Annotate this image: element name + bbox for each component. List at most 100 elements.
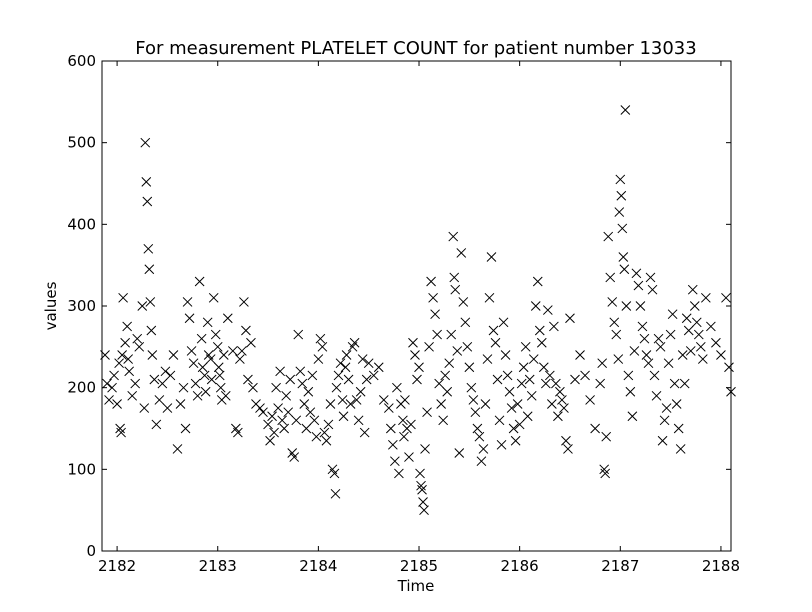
data-point-0-204 bbox=[512, 399, 523, 409]
data-point-0-63 bbox=[218, 350, 229, 360]
data-point-0-221 bbox=[547, 399, 557, 409]
data-point-0-186 bbox=[476, 456, 487, 467]
data-point-0-207 bbox=[518, 362, 529, 373]
data-point-0-272 bbox=[657, 435, 668, 446]
data-point-0-159 bbox=[424, 341, 434, 352]
data-point-0-214 bbox=[532, 276, 543, 287]
data-point-0-116 bbox=[335, 358, 346, 369]
data-point-0-32 bbox=[157, 378, 168, 389]
data-point-0-290 bbox=[693, 329, 704, 340]
data-point-0-279 bbox=[671, 399, 682, 409]
data-point-0-136 bbox=[385, 423, 396, 434]
data-point-0-191 bbox=[486, 252, 497, 262]
data-point-0-173 bbox=[450, 284, 461, 295]
data-point-0-150 bbox=[412, 374, 422, 385]
data-point-0-49 bbox=[197, 362, 208, 373]
data-point-0-229 bbox=[563, 444, 573, 454]
data-point-0-185 bbox=[474, 431, 485, 442]
data-point-0-120 bbox=[341, 350, 352, 360]
y-tick-label-300: 300 bbox=[67, 297, 96, 315]
data-point-0-37 bbox=[172, 444, 183, 454]
data-point-0-112 bbox=[329, 468, 340, 479]
data-point-0-206 bbox=[516, 378, 527, 389]
data-point-0-273 bbox=[659, 415, 670, 426]
data-point-0-83 bbox=[271, 382, 281, 393]
data-point-0-288 bbox=[689, 301, 700, 311]
data-point-0-7 bbox=[115, 423, 125, 434]
data-point-0-222 bbox=[549, 321, 559, 332]
data-point-0-41 bbox=[182, 297, 193, 307]
data-point-0-119 bbox=[340, 362, 351, 373]
data-point-0-108 bbox=[321, 435, 332, 446]
data-point-0-249 bbox=[616, 190, 627, 201]
data-point-0-257 bbox=[627, 411, 638, 422]
data-point-0-18 bbox=[134, 341, 145, 352]
data-point-0-93 bbox=[291, 415, 302, 426]
data-point-0-129 bbox=[359, 427, 370, 438]
data-point-0-77 bbox=[255, 403, 265, 413]
x-tick-label-2183: 2183 bbox=[199, 557, 237, 575]
data-point-0-27 bbox=[146, 325, 157, 336]
data-point-0-70 bbox=[237, 346, 247, 356]
data-point-0-31 bbox=[154, 395, 165, 405]
data-point-0-51 bbox=[200, 386, 211, 397]
data-point-0-220 bbox=[544, 370, 555, 381]
data-point-0-147 bbox=[406, 419, 416, 430]
data-point-0-178 bbox=[460, 317, 471, 328]
data-point-0-233 bbox=[580, 370, 590, 381]
data-point-0-208 bbox=[520, 341, 531, 352]
data-point-0-12 bbox=[122, 321, 133, 332]
data-point-0-106 bbox=[317, 341, 328, 352]
data-point-0-238 bbox=[599, 464, 610, 475]
data-point-0-52 bbox=[202, 317, 213, 328]
data-point-0-79 bbox=[263, 419, 273, 430]
data-point-0-71 bbox=[239, 297, 249, 307]
x-axis-ticks: 2182 2183 2184 2185 2186 2187 2188 bbox=[98, 61, 740, 575]
data-point-0-33 bbox=[160, 366, 171, 377]
data-point-0-5 bbox=[112, 399, 122, 409]
data-point-0-58 bbox=[212, 341, 223, 352]
data-point-0-163 bbox=[432, 329, 442, 340]
data-point-0-96 bbox=[297, 378, 308, 389]
data-point-0-134 bbox=[378, 395, 389, 405]
data-point-0-107 bbox=[319, 427, 330, 438]
data-point-0-162 bbox=[430, 309, 440, 320]
data-point-0-246 bbox=[613, 354, 624, 364]
data-point-0-117 bbox=[337, 395, 348, 405]
data-point-0-29 bbox=[149, 374, 160, 385]
data-point-0-16 bbox=[130, 378, 141, 389]
data-point-0-2 bbox=[104, 395, 114, 405]
data-point-0-19 bbox=[137, 301, 148, 311]
data-point-0-219 bbox=[542, 305, 553, 315]
x-tick-label-2188: 2188 bbox=[702, 557, 740, 575]
data-point-0-36 bbox=[168, 350, 179, 360]
data-point-0-175 bbox=[454, 448, 465, 458]
data-point-0-90 bbox=[285, 374, 296, 385]
data-point-0-271 bbox=[655, 341, 666, 352]
data-point-0-47 bbox=[194, 276, 205, 287]
data-point-0-278 bbox=[669, 378, 680, 389]
data-point-0-231 bbox=[570, 374, 580, 385]
data-point-0-169 bbox=[444, 358, 455, 369]
data-point-0-283 bbox=[679, 378, 690, 389]
data-point-0-74 bbox=[246, 337, 256, 348]
data-point-0-46 bbox=[192, 390, 203, 401]
data-point-0-270 bbox=[653, 333, 664, 344]
data-point-0-265 bbox=[643, 358, 654, 369]
data-point-0-95 bbox=[295, 366, 306, 377]
data-point-0-17 bbox=[132, 333, 143, 344]
data-point-0-104 bbox=[313, 354, 324, 364]
data-point-0-125 bbox=[351, 395, 362, 405]
data-point-0-127 bbox=[355, 386, 366, 397]
data-point-0-45 bbox=[190, 378, 201, 389]
data-point-0-181 bbox=[466, 382, 477, 393]
data-point-0-211 bbox=[526, 390, 537, 401]
data-point-0-138 bbox=[390, 456, 400, 467]
data-point-0-30 bbox=[151, 419, 162, 430]
x-tick-label-2187: 2187 bbox=[601, 557, 639, 575]
data-point-0-239 bbox=[600, 468, 611, 479]
data-point-0-143 bbox=[399, 431, 409, 442]
data-point-0-87 bbox=[279, 423, 290, 434]
data-point-0-64 bbox=[220, 390, 231, 401]
data-point-0-202 bbox=[508, 423, 519, 434]
